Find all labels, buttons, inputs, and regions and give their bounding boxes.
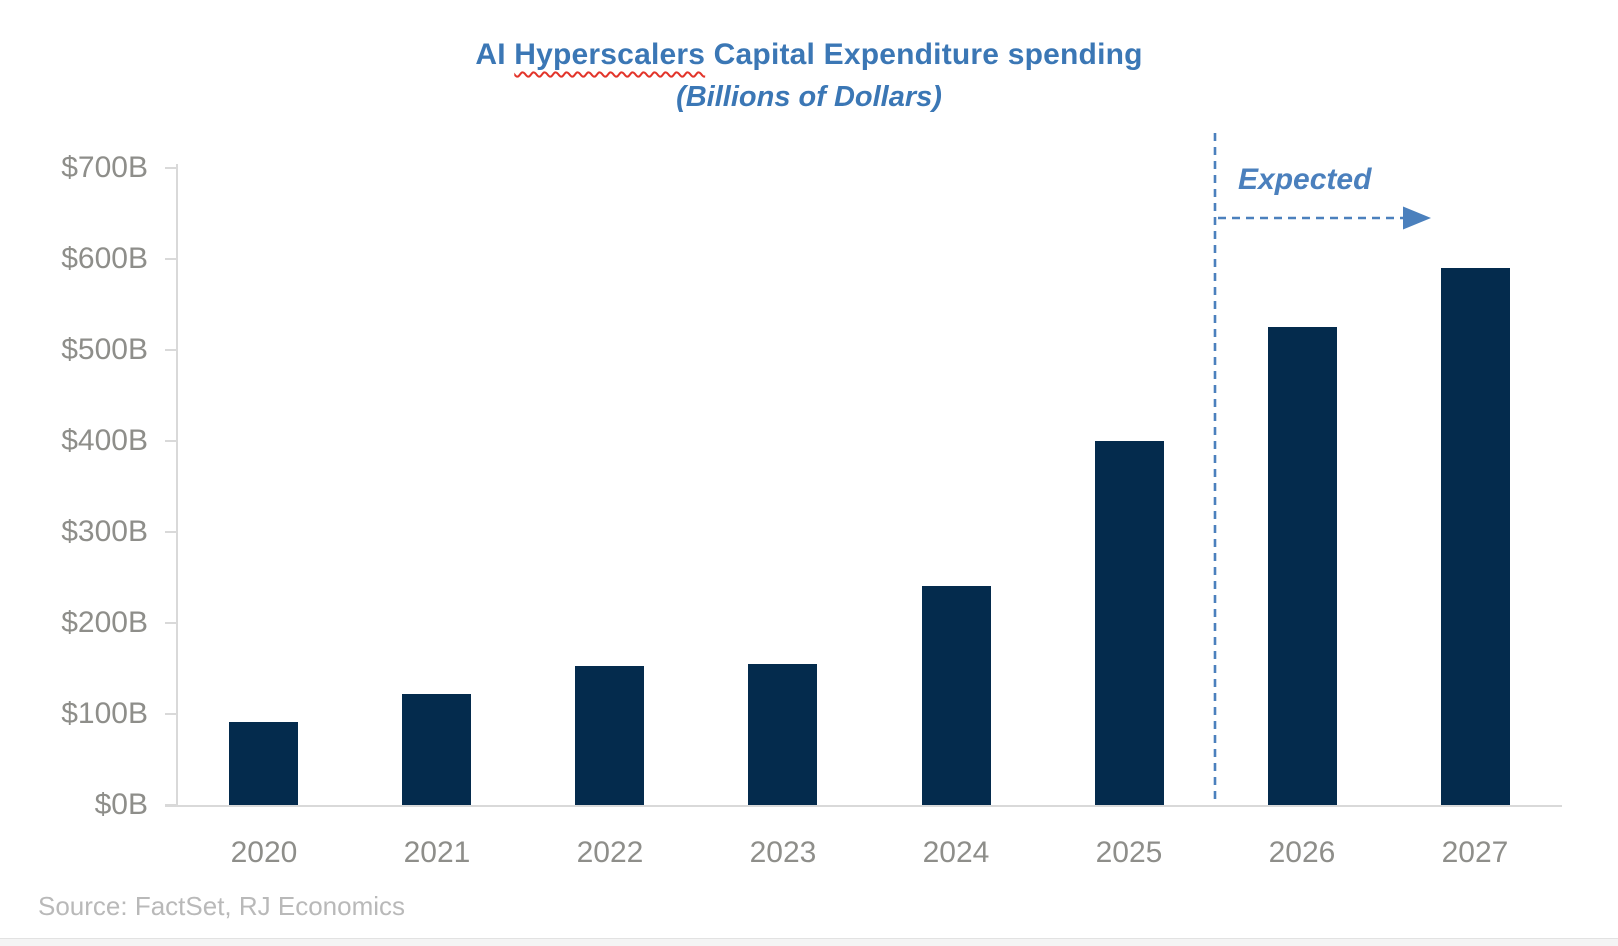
x-axis-label-2020: 2020	[230, 836, 298, 869]
chart-title-part2: Capital Expenditure spending	[705, 38, 1143, 71]
y-axis-tick-300	[165, 531, 178, 533]
y-axis-label-100: $100B	[61, 697, 148, 730]
x-axis-label-2026: 2026	[1268, 836, 1336, 869]
bar-2024	[922, 586, 991, 805]
bar-2022	[575, 666, 644, 805]
y-axis-tick-600	[165, 258, 178, 260]
y-axis-line	[176, 164, 178, 807]
y-axis-tick-500	[165, 349, 178, 351]
y-axis-tick-700	[165, 167, 178, 169]
x-axis-label-2022: 2022	[576, 836, 644, 869]
chart-title: AI Hyperscalers Capital Expenditure spen…	[0, 38, 1618, 72]
y-axis-label-500: $500B	[61, 333, 148, 366]
x-axis-label-2024: 2024	[922, 836, 990, 869]
bar-2026	[1268, 327, 1337, 805]
y-axis-tick-400	[165, 440, 178, 442]
chart-header: AI Hyperscalers Capital Expenditure spen…	[0, 38, 1618, 114]
chart-subtitle: (Billions of Dollars)	[676, 81, 942, 113]
y-axis-label-700: $700B	[61, 151, 148, 184]
y-axis-label-600: $600B	[61, 242, 148, 275]
expected-label: Expected	[1238, 163, 1372, 196]
bar-2020	[229, 722, 298, 805]
chart-title-part1: AI	[475, 38, 515, 71]
bar-2023	[748, 664, 817, 805]
window-bottom-strip	[0, 938, 1618, 946]
bar-2021	[402, 694, 471, 805]
y-axis-label-0: $0B	[94, 788, 148, 821]
bar-2027	[1441, 268, 1510, 805]
expected-arrow-icon	[1218, 206, 1431, 230]
x-axis-line	[165, 805, 1562, 807]
y-axis-label-300: $300B	[61, 515, 148, 548]
y-axis-label-200: $200B	[61, 606, 148, 639]
y-axis-label-400: $400B	[61, 424, 148, 457]
chart-title-misspelled-word: Hyperscalers	[514, 38, 706, 71]
bar-2025	[1095, 441, 1164, 805]
x-axis-label-2021: 2021	[403, 836, 471, 869]
source-note: Source: FactSet, RJ Economics	[38, 891, 406, 921]
y-axis-tick-100	[165, 713, 178, 715]
x-axis-label-2025: 2025	[1095, 836, 1163, 869]
x-axis-label-2023: 2023	[749, 836, 817, 869]
x-axis-label-2027: 2027	[1441, 836, 1509, 869]
y-axis-tick-200	[165, 622, 178, 624]
